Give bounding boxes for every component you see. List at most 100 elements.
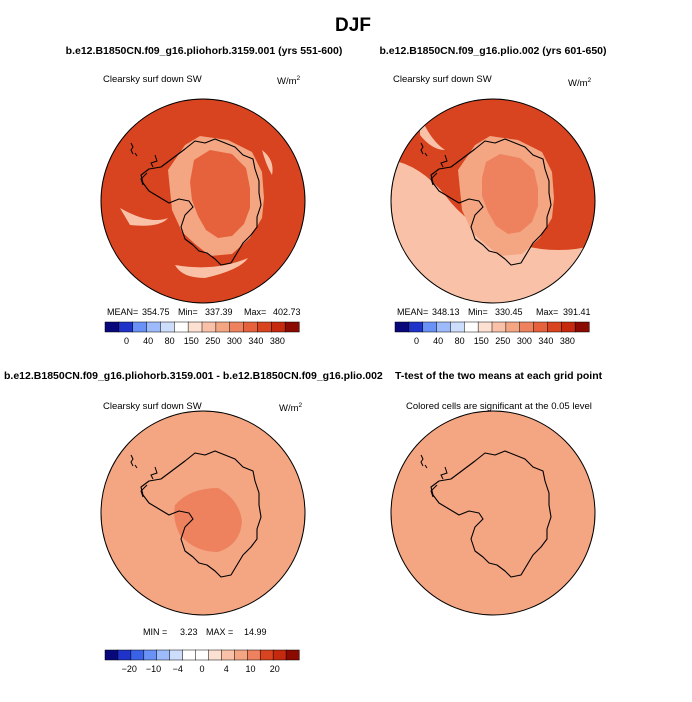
min-value: 337.39: [205, 307, 233, 317]
colorbar-swatch: [215, 321, 231, 333]
colorbar-tick-label: 10: [245, 664, 255, 674]
colorbar-swatch: [464, 321, 479, 333]
colorbar-swatch: [229, 321, 245, 333]
map-disc: [391, 411, 595, 615]
map: [390, 410, 596, 616]
map: [100, 410, 306, 616]
mean-value: 354.75: [142, 307, 170, 317]
colorbar-tick-label: −4: [173, 664, 183, 674]
map: [390, 98, 596, 304]
panel-subtitle: Clearsky surf down SW: [103, 401, 202, 412]
colorbar-swatch: [130, 649, 145, 661]
panel-title: T-test of the two means at each grid poi…: [395, 370, 603, 382]
colorbar-swatch: [505, 321, 521, 333]
max-label: MAX =: [206, 627, 233, 637]
colorbar-tick-label: 20: [270, 664, 280, 674]
panel-subtitle: Clearsky surf down SW: [393, 74, 492, 85]
colorbar-swatch: [117, 649, 132, 661]
colorbar-tick-label: 80: [455, 336, 465, 346]
colorbar-tick-label: 4: [224, 664, 229, 674]
colorbar-swatch: [491, 321, 507, 333]
colorbar-swatch: [533, 321, 548, 333]
mean-value: 348.13: [432, 307, 460, 317]
map-center: [174, 488, 242, 552]
figure-title: DJF: [335, 15, 371, 36]
colorbar-swatch: [259, 649, 274, 661]
mean-label: MEAN=: [107, 307, 138, 317]
colorbar-swatch: [561, 321, 576, 333]
colorbar: −20 −10 −4 0 4 10 20: [104, 649, 300, 674]
min-label: MIN =: [143, 627, 167, 637]
panel-title: b.e12.B1850CN.f09_g16.plio.002 (yrs 601-…: [379, 45, 606, 57]
colorbar-swatch: [143, 649, 158, 661]
map-outer-band: [420, 115, 445, 150]
panel-bottom-left: b.e12.B1850CN.f09_g16.pliohorb.3159.001 …: [4, 370, 383, 674]
colorbar-swatch: [208, 649, 222, 661]
colorbar-swatch: [257, 321, 272, 333]
map-ocean-streak: [120, 208, 168, 226]
colorbar-tick-label: 0: [124, 336, 129, 346]
map-ocean-streak: [262, 150, 273, 175]
stats-row: MEAN= 354.75 Min= 337.39 Max= 402.73: [107, 307, 301, 317]
colorbar-swatch: [156, 649, 171, 661]
colorbar-swatch: [160, 321, 175, 333]
min-label: Min=: [468, 307, 488, 317]
max-label: Max=: [244, 307, 266, 317]
colorbar-tick-label: 150: [184, 336, 199, 346]
colorbar-swatch: [477, 321, 493, 333]
colorbar-tick-label: 80: [165, 336, 175, 346]
panel-top-right: b.e12.B1850CN.f09_g16.plio.002 (yrs 601-…: [379, 45, 606, 346]
colorbar-swatch: [394, 321, 410, 333]
colorbar-swatch: [104, 321, 120, 333]
colorbar-swatch: [132, 321, 148, 333]
colorbar-tick-label: 40: [433, 336, 443, 346]
colorbar-swatch: [118, 321, 134, 333]
colorbar-tick-label: −10: [146, 664, 161, 674]
max-value: 391.41: [563, 307, 591, 317]
colorbar-swatch: [408, 321, 424, 333]
colorbar-swatch: [285, 649, 300, 661]
panel-title: b.e12.B1850CN.f09_g16.pliohorb.3159.001 …: [4, 370, 383, 382]
colorbar-swatch: [271, 321, 286, 333]
colorbar: 0 40 80 150 250 300 340 380: [394, 321, 590, 346]
colorbar-swatch: [247, 649, 261, 661]
colorbar-swatch: [169, 649, 184, 661]
map: [100, 98, 306, 304]
colorbar-swatch: [547, 321, 562, 333]
colorbar-swatch: [450, 321, 465, 333]
colorbar-tick-label: −20: [122, 664, 137, 674]
colorbar-swatch: [195, 649, 210, 661]
colorbar-swatch: [146, 321, 161, 333]
colorbar-tick-label: 0: [414, 336, 419, 346]
min-label: Min=: [178, 307, 198, 317]
colorbar-tick-label: 0: [199, 664, 204, 674]
units-label: W/m2: [277, 75, 301, 87]
map-ocean-streak: [175, 258, 248, 278]
colorbar-swatch: [519, 321, 535, 333]
colorbar-swatch: [422, 321, 438, 333]
panel-subtitle: Clearsky surf down SW: [103, 74, 202, 85]
units-label: W/m2: [568, 77, 592, 89]
colorbar-swatch: [221, 649, 235, 661]
colorbar-tick-label: 150: [474, 336, 489, 346]
colorbar-tick-label: 340: [538, 336, 553, 346]
max-value: 402.73: [273, 307, 301, 317]
stats-row: MIN = 3.23 MAX = 14.99: [143, 627, 267, 637]
panel-subtitle: Colored cells are significant at the 0.0…: [406, 401, 592, 412]
stats-row: MEAN= 348.13 Min= 330.45 Max= 391.41: [397, 307, 591, 317]
colorbar-swatch: [436, 321, 451, 333]
colorbar: 0 40 80 150 250 300 340 380: [104, 321, 300, 346]
map-interior: [190, 150, 250, 238]
mean-label: MEAN=: [397, 307, 428, 317]
colorbar-swatch: [104, 649, 119, 661]
colorbar-tick-label: 250: [205, 336, 220, 346]
colorbar-tick-label: 250: [495, 336, 510, 346]
colorbar-swatch: [187, 321, 203, 333]
colorbar-tick-label: 300: [517, 336, 532, 346]
colorbar-swatch: [284, 321, 300, 333]
colorbar-tick-label: 300: [227, 336, 242, 346]
colorbar-swatch: [182, 649, 197, 661]
colorbar-tick-label: 380: [560, 336, 575, 346]
max-label: Max=: [536, 307, 558, 317]
